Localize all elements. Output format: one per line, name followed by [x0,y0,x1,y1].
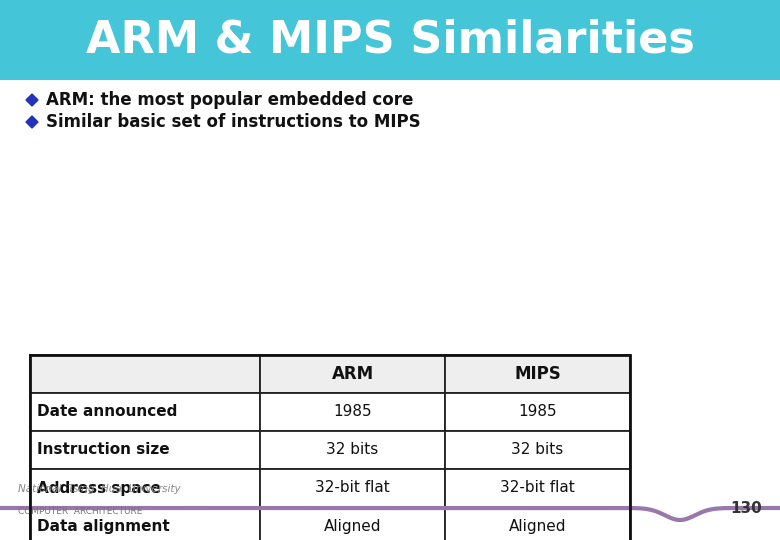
Text: Address space: Address space [37,481,161,496]
Polygon shape [26,94,38,106]
Text: 32 bits: 32 bits [326,442,378,457]
FancyBboxPatch shape [445,393,630,431]
FancyBboxPatch shape [445,469,630,507]
Text: 1985: 1985 [518,404,557,420]
Text: ARM: the most popular embedded core: ARM: the most popular embedded core [46,91,413,109]
FancyBboxPatch shape [30,507,260,540]
FancyBboxPatch shape [445,355,630,393]
FancyBboxPatch shape [445,431,630,469]
FancyBboxPatch shape [260,393,445,431]
Text: 130: 130 [730,501,762,516]
Text: 32 bits: 32 bits [512,442,564,457]
FancyBboxPatch shape [260,431,445,469]
FancyBboxPatch shape [30,469,260,507]
FancyBboxPatch shape [0,0,780,80]
FancyBboxPatch shape [260,469,445,507]
Text: Date announced: Date announced [37,404,177,420]
Text: MIPS: MIPS [514,365,561,383]
FancyBboxPatch shape [30,355,260,393]
FancyBboxPatch shape [260,507,445,540]
Text: 32-bit flat: 32-bit flat [500,481,575,496]
Text: COMPUTER  ARCHITECTURE: COMPUTER ARCHITECTURE [18,507,143,516]
Text: ARM: ARM [332,365,374,383]
Text: National  Tsing  Hua  University: National Tsing Hua University [18,484,181,494]
Polygon shape [26,116,38,128]
Text: 1985: 1985 [333,404,372,420]
Text: ARM & MIPS Similarities: ARM & MIPS Similarities [86,18,694,62]
Text: Aligned: Aligned [509,518,566,534]
Text: Data alignment: Data alignment [37,518,170,534]
FancyBboxPatch shape [30,431,260,469]
Text: Instruction size: Instruction size [37,442,169,457]
Text: Similar basic set of instructions to MIPS: Similar basic set of instructions to MIP… [46,113,420,131]
Text: 32-bit flat: 32-bit flat [315,481,390,496]
FancyBboxPatch shape [260,355,445,393]
FancyBboxPatch shape [30,393,260,431]
FancyBboxPatch shape [445,507,630,540]
Text: Aligned: Aligned [324,518,381,534]
